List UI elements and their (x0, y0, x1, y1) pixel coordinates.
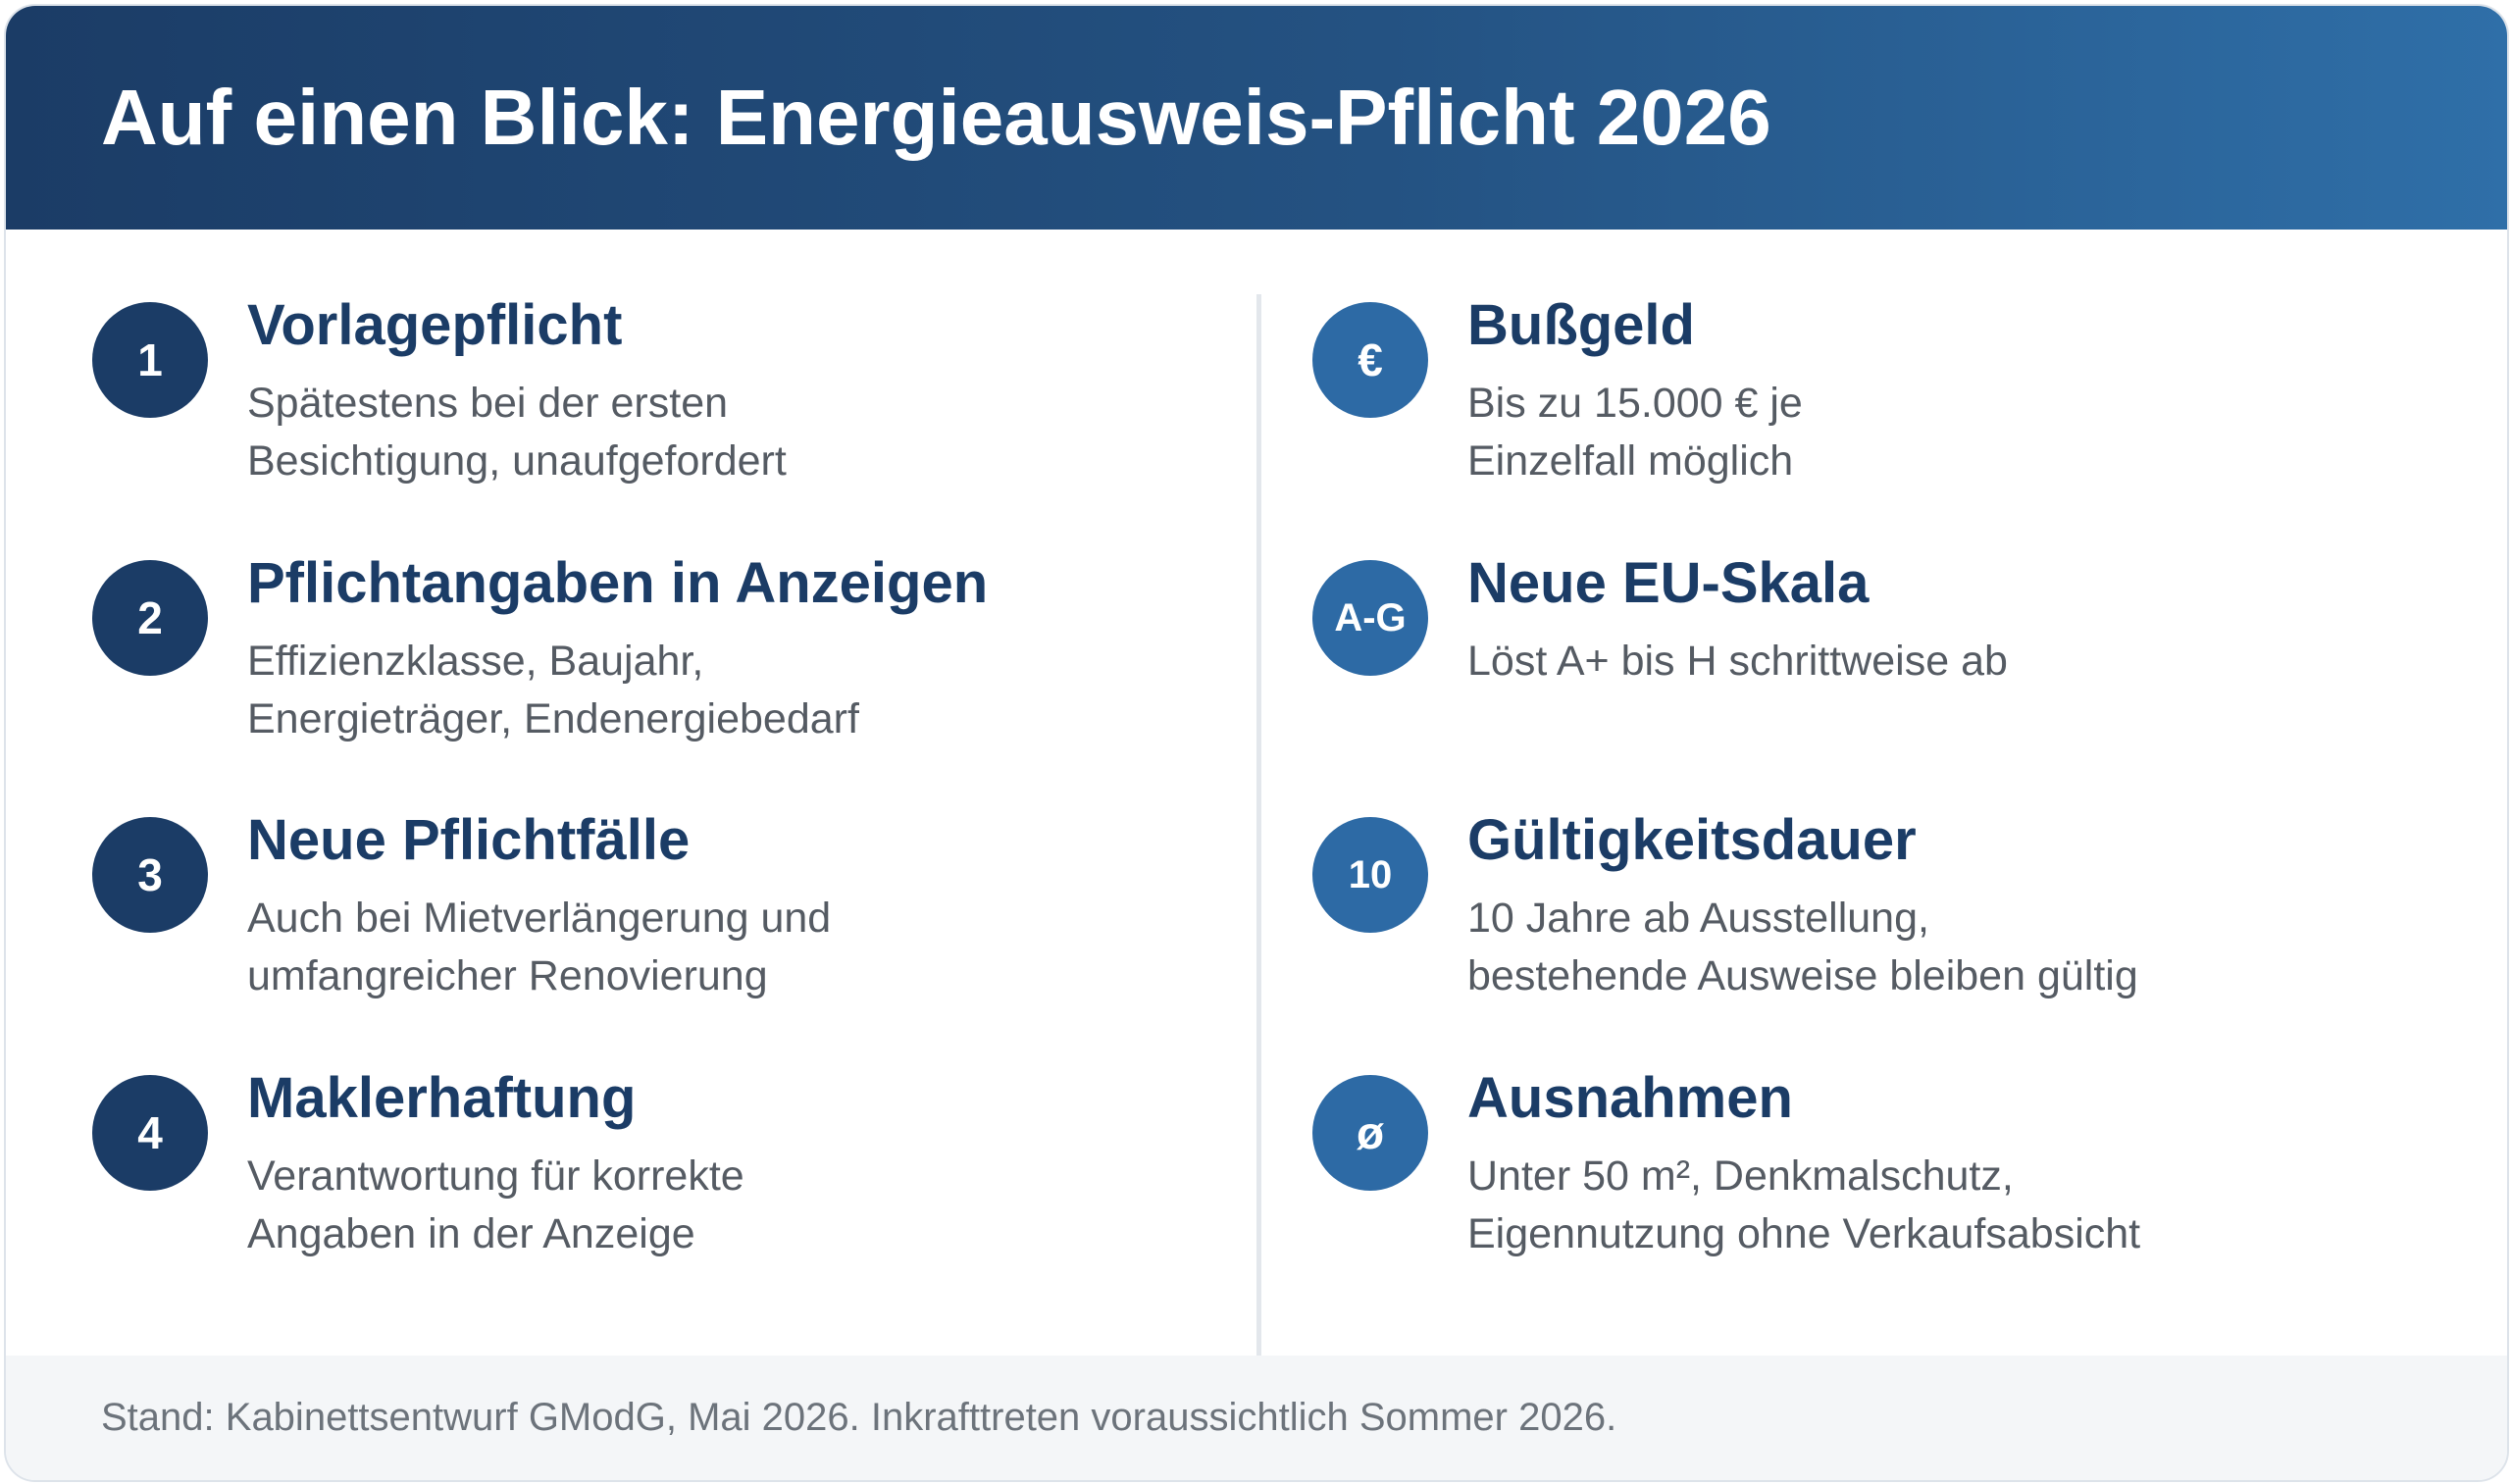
number-badge-1: 1 (92, 302, 208, 418)
item-description: Verantwortung für korrekte Angaben in de… (247, 1152, 744, 1257)
scale-badge-icon: A-G (1312, 560, 1428, 676)
info-card: Auf einen Blick: Energieausweis-Pflicht … (4, 4, 2509, 1482)
number-badge-3: 3 (92, 817, 208, 933)
column-divider (1256, 294, 1261, 1356)
item-description: Auch bei Mietverlängerung und umfangreic… (247, 895, 832, 999)
item-description: Effizienzklasse, Baujahr, Energieträger,… (247, 638, 859, 742)
item-title: Vorlagepflicht (247, 293, 623, 357)
item-title: Neue EU-Skala (1467, 551, 1870, 615)
item-title: Pflichtangaben in Anzeigen (247, 551, 989, 615)
item-description: Spätestens bei der ersten Besichtigung, … (247, 380, 787, 485)
duration-badge-icon: 10 (1312, 817, 1428, 933)
item-description: Bis zu 15.000 € je Einzelfall möglich (1467, 380, 1803, 485)
item-description: Löst A+ bis H schrittweise ab (1467, 638, 2008, 685)
page-title: Auf einen Blick: Energieausweis-Pflicht … (101, 74, 1771, 161)
euro-icon: € (1312, 302, 1428, 418)
item-description: 10 Jahre ab Ausstellung, bestehende Ausw… (1467, 895, 2138, 999)
footer: Stand: Kabinettsentwurf GModG, Mai 2026.… (6, 1356, 2507, 1480)
item-title: Ausnahmen (1467, 1066, 1793, 1130)
item-title: Bußgeld (1467, 293, 1695, 357)
item-description: Unter 50 m², Denkmalschutz, Eigennutzung… (1467, 1152, 2141, 1257)
exemption-icon: ø (1312, 1075, 1428, 1191)
item-title: Maklerhaftung (247, 1066, 637, 1130)
item-title: Neue Pflichtfälle (247, 808, 691, 872)
number-badge-2: 2 (92, 560, 208, 676)
item-title: Gültigkeitsdauer (1467, 808, 1917, 872)
footer-note: Stand: Kabinettsentwurf GModG, Mai 2026.… (101, 1396, 1617, 1439)
header-banner: Auf einen Blick: Energieausweis-Pflicht … (6, 6, 2507, 230)
number-badge-4: 4 (92, 1075, 208, 1191)
